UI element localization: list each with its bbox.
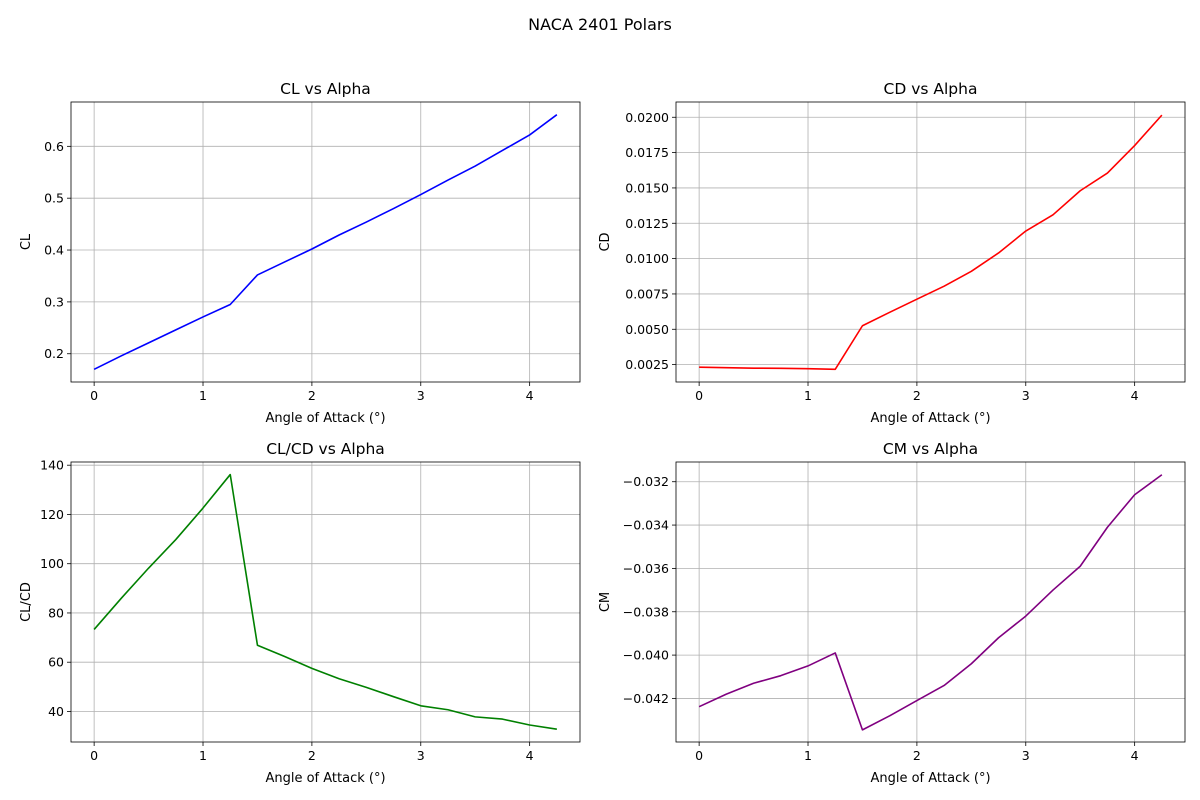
y-tick-label: 60 [48, 655, 64, 670]
y-tick-label: −0.040 [623, 648, 669, 663]
y-axis-label: CM [598, 592, 613, 612]
y-tick-label: 0.0175 [625, 145, 669, 160]
axes-frame [675, 101, 1186, 383]
x-tick-label: 2 [308, 388, 316, 403]
subplot-title: CL vs Alpha [280, 80, 371, 98]
y-tick-label: 0.0050 [625, 322, 669, 337]
x-tick-label: 2 [308, 748, 316, 763]
y-tick-label: 0.4 [44, 243, 64, 258]
x-tick-label: 1 [199, 388, 207, 403]
y-tick-label: 0.6 [44, 139, 64, 154]
y-tick-label: 0.3 [44, 294, 64, 309]
y-tick-label: 0.0150 [625, 180, 669, 195]
y-tick-label: 140 [40, 458, 64, 473]
y-tick-label: 0.0025 [625, 357, 669, 372]
y-tick-label: 0.0125 [625, 216, 669, 231]
x-axis-label: Angle of Attack (°) [870, 411, 990, 426]
y-tick-label: 100 [40, 556, 64, 571]
y-tick-label: −0.038 [623, 604, 669, 619]
x-tick-label: 1 [804, 388, 812, 403]
x-tick-label: 0 [695, 388, 703, 403]
series-line [698, 474, 1163, 731]
x-tick-label: 2 [913, 388, 921, 403]
series-line [93, 114, 558, 371]
subplot-title: CM vs Alpha [883, 440, 978, 458]
x-tick-label: 1 [199, 748, 207, 763]
axes-frame [675, 461, 1186, 743]
x-tick-label: 3 [417, 748, 425, 763]
axes-frame [70, 461, 581, 743]
y-tick-label: 0.0200 [625, 110, 669, 125]
chart-panel-3: 0 1 2 3 4 40 60 80 100 120 140 CL/CD vs Alpha Angle … [19, 440, 581, 786]
x-axis-label: Angle of Attack (°) [870, 771, 990, 786]
subplot-title: CL/CD vs Alpha [266, 440, 385, 458]
axes-frame [70, 101, 581, 383]
series-line [699, 114, 1163, 371]
x-axis-label: Angle of Attack (°) [265, 411, 385, 426]
y-tick-label: 0.5 [44, 191, 64, 206]
series-line [93, 473, 557, 730]
y-axis-label: CL [19, 233, 34, 250]
y-tick-label: 0.2 [44, 346, 64, 361]
x-tick-label: 0 [90, 388, 98, 403]
y-tick-label: −0.032 [623, 474, 669, 489]
x-tick-label: 4 [1131, 748, 1139, 763]
x-tick-label: 4 [526, 388, 534, 403]
x-tick-label: 2 [913, 748, 921, 763]
y-tick-label: 80 [48, 605, 64, 620]
y-tick-label: −0.034 [623, 518, 669, 533]
figure-title: NACA 2401 Polars [528, 15, 672, 34]
y-axis-label: CD [598, 232, 613, 251]
y-tick-label: 0.0100 [625, 251, 669, 266]
y-axis-label: CL/CD [19, 582, 34, 622]
x-tick-label: 3 [1022, 388, 1030, 403]
chart-panel-1: 0 1 2 3 4 0.2 0.3 0.4 0.5 0.6 CL vs Alpha Angle of … [19, 80, 581, 426]
y-tick-label: 40 [48, 704, 64, 719]
chart-panel-4: 0 1 2 3 4 −0.042 −0.040 −0.038 −0.036 −0.034 −0.03… [598, 440, 1186, 786]
x-tick-label: 0 [90, 748, 98, 763]
x-tick-label: 3 [1022, 748, 1030, 763]
x-tick-label: 3 [417, 388, 425, 403]
x-tick-label: 0 [695, 748, 703, 763]
y-tick-label: −0.042 [623, 691, 669, 706]
chart-panel-2: 0 1 2 3 4 0.0025 0.0050 0.0075 0.0100 0.0125 0.015… [598, 80, 1186, 426]
x-axis-label: Angle of Attack (°) [265, 771, 385, 786]
x-tick-label: 1 [804, 748, 812, 763]
subplot-title: CD vs Alpha [884, 80, 978, 98]
y-tick-label: 120 [40, 507, 64, 522]
x-tick-label: 4 [1131, 388, 1139, 403]
x-tick-label: 4 [526, 748, 534, 763]
y-tick-label: −0.036 [623, 561, 669, 576]
y-tick-label: 0.0075 [625, 286, 669, 301]
